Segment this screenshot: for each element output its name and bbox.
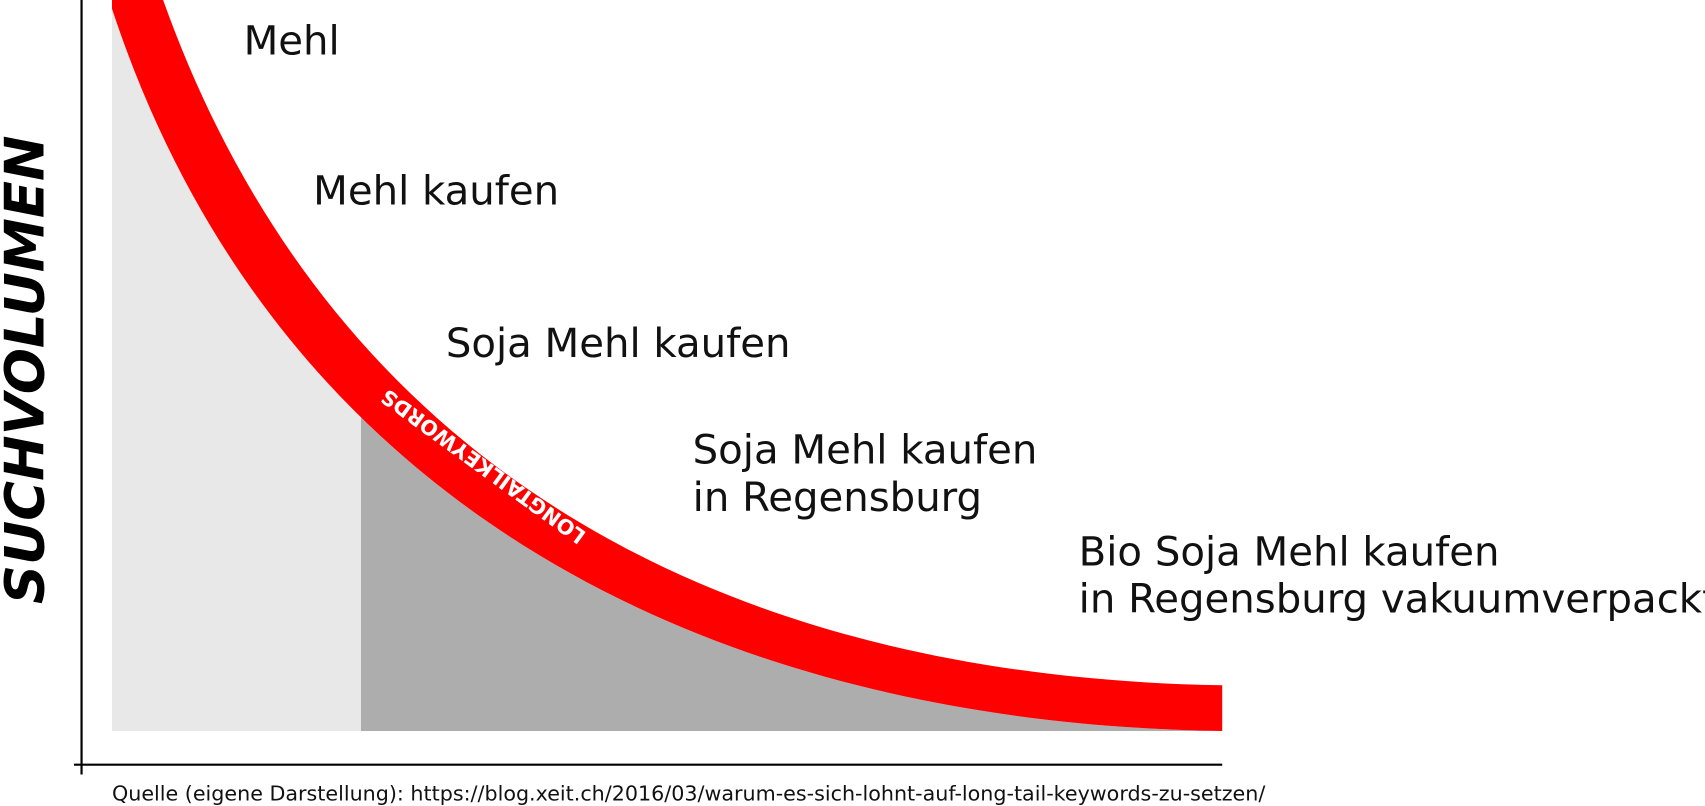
keyword: in Regensburg — [693, 475, 982, 521]
keyword: Soja Mehl kaufen — [693, 427, 1038, 473]
keyword: in Regensburg vakuumverpackt — [1079, 576, 1705, 622]
keyword: Mehl kaufen — [313, 168, 559, 214]
source: Quelle (eigene Darstellung): https://blo… — [112, 782, 1265, 806]
axis-label: SUCHVOLUMEN — [0, 136, 56, 605]
keyword: Soja Mehl kaufen — [446, 321, 791, 367]
keyword: Bio Soja Mehl kaufen — [1079, 530, 1500, 576]
keyword: Mehl — [244, 18, 340, 64]
tail-area — [361, 417, 1223, 731]
curve-band — [111, 0, 1223, 731]
